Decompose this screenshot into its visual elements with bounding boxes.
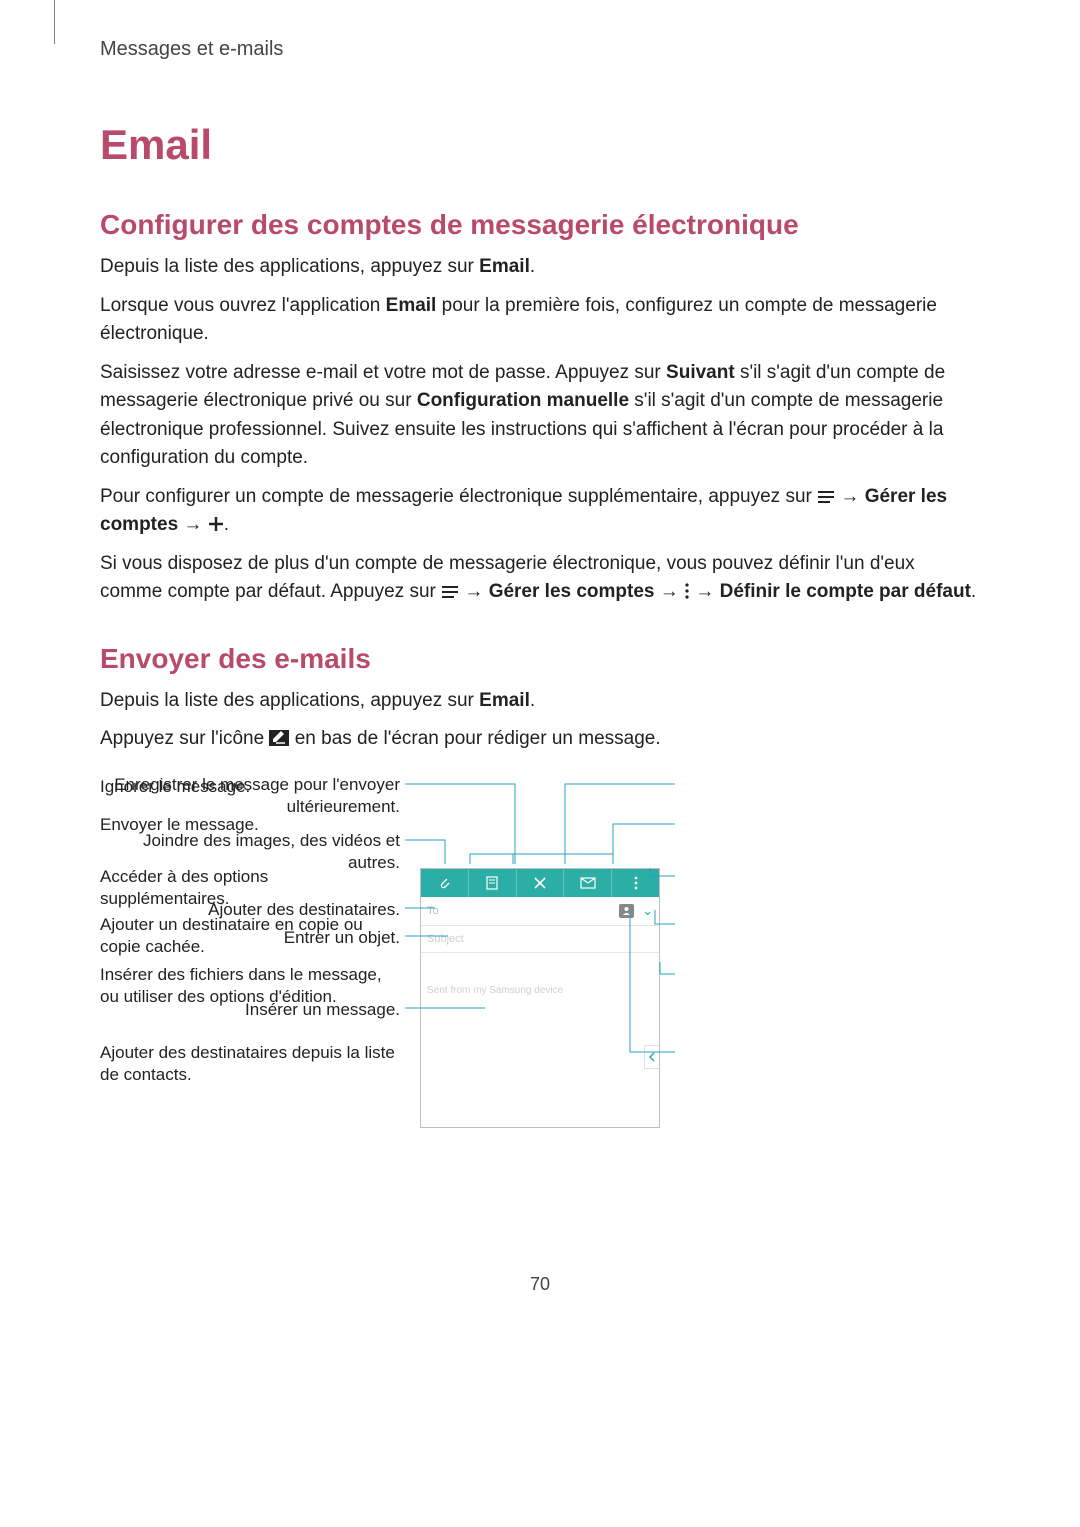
bold-email-3: Email xyxy=(479,690,530,711)
section-send-title: Envoyer des e-mails xyxy=(100,643,980,675)
para-4: Pour configurer un compte de messagerie … xyxy=(100,483,980,540)
bold-config-manuelle: Configuration manuelle xyxy=(417,390,629,411)
phone-mock: To ⌄ Subject Sent from my Samsung device xyxy=(420,868,660,1128)
toolbar-more-icon xyxy=(612,869,659,897)
subject-row: Subject xyxy=(421,926,659,953)
label-cc: Ajouter un destinataire en copie ou copi… xyxy=(100,914,400,958)
bold-gerer-comptes-2: Gérer les comptes xyxy=(489,581,655,602)
breadcrumb: Messages et e-mails xyxy=(100,38,980,61)
menu-icon xyxy=(441,585,459,599)
bold-email-1: Email xyxy=(479,256,530,277)
toolbar-discard-icon xyxy=(517,869,565,897)
label-discard: Ignorer le message. xyxy=(100,776,400,798)
page-number: 70 xyxy=(100,1274,980,1295)
page-title: Email xyxy=(100,121,980,169)
bold-suivant: Suivant xyxy=(666,362,735,383)
compose-toolbar xyxy=(421,869,659,897)
body-row: Sent from my Samsung device xyxy=(421,953,659,1121)
to-label: To xyxy=(427,905,439,917)
email-compose-figure: Enregistrer le message pour l'envoyer ul… xyxy=(100,774,980,1154)
para-6: Depuis la liste des applications, appuye… xyxy=(100,687,980,716)
to-row: To ⌄ xyxy=(421,897,659,926)
label-contacts: Ajouter des destinataires depuis la list… xyxy=(100,1042,400,1086)
compose-icon xyxy=(269,730,289,746)
toolbar-save-icon xyxy=(469,869,517,897)
bold-definir-defaut: Définir le compte par défaut xyxy=(720,581,971,602)
toolbar-send-icon xyxy=(564,869,612,897)
contacts-icon xyxy=(619,904,634,918)
section-configure-title: Configurer des comptes de messagerie éle… xyxy=(100,209,980,241)
side-tab-icon xyxy=(644,1045,659,1069)
body-placeholder: Sent from my Samsung device xyxy=(427,985,563,996)
para-3: Saisissez votre adresse e-mail et votre … xyxy=(100,359,980,473)
para-5: Si vous disposez de plus d'un compte de … xyxy=(100,550,980,607)
subject-placeholder: Subject xyxy=(427,933,464,945)
bold-email-2: Email xyxy=(386,295,437,316)
para-7: Appuyez sur l'icône en bas de l'écran po… xyxy=(100,725,980,754)
toolbar-attach-icon xyxy=(421,869,469,897)
para-2: Lorsque vous ouvrez l'application Email … xyxy=(100,292,980,349)
para-1: Depuis la liste des applications, appuye… xyxy=(100,253,980,282)
expand-cc-icon: ⌄ xyxy=(642,903,653,919)
menu-icon xyxy=(817,490,835,504)
label-send: Envoyer le message. xyxy=(100,814,400,836)
label-insert: Insérer des fichiers dans le message, ou… xyxy=(100,964,400,1008)
label-options: Accéder à des options supplémentaires. xyxy=(100,866,400,910)
top-rule xyxy=(54,0,55,44)
plus-icon xyxy=(208,516,224,532)
